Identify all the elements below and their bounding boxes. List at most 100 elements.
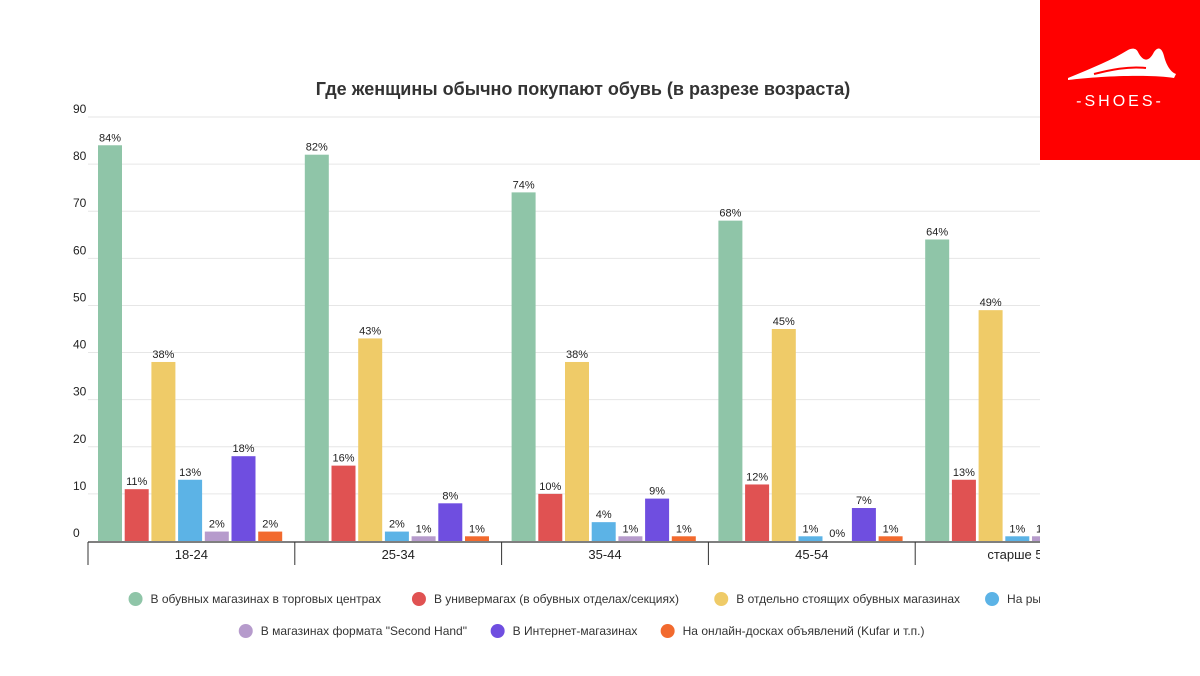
shoes-logo: -SHOES- — [1040, 0, 1200, 160]
x-tick-label: старше 54 — [987, 547, 1040, 562]
bar — [411, 536, 436, 541]
legend-item: В Интернет-магазинах — [490, 624, 638, 638]
bar — [618, 536, 643, 541]
data-label: 1% — [676, 523, 692, 535]
legend-label: В Интернет-магазинах — [513, 624, 638, 638]
bar — [258, 531, 283, 541]
bar — [124, 489, 149, 541]
data-label: 1% — [1009, 523, 1025, 535]
x-tick-label: 35-44 — [588, 547, 621, 562]
data-label: 13% — [953, 467, 975, 479]
data-label: 10% — [539, 481, 561, 493]
bar — [465, 536, 489, 541]
bar — [438, 503, 463, 541]
legend: В обувных магазинах в торговых центрах В … — [128, 592, 1040, 638]
bar — [1032, 536, 1040, 541]
data-label: 16% — [332, 453, 354, 465]
legend-label: На рынке — [1007, 592, 1040, 606]
bar — [718, 220, 743, 541]
gridlines — [88, 116, 1040, 495]
y-tick-label: 0 — [73, 526, 80, 540]
legend-marker — [411, 592, 426, 606]
legend-marker — [714, 592, 729, 606]
legend-label: В универмагах (в обувных отделах/секциях… — [434, 592, 679, 606]
bar — [951, 479, 976, 541]
data-label: 4% — [596, 509, 612, 521]
bar — [645, 498, 670, 541]
bar — [331, 465, 356, 541]
legend-label: В магазинах формата "Second Hand" — [261, 624, 467, 638]
data-label: 0% — [829, 528, 845, 540]
x-tick-label: 25-34 — [382, 547, 415, 562]
shoe-swoosh-icon — [1068, 48, 1176, 80]
data-label: 49% — [980, 297, 1002, 309]
legend-marker — [660, 624, 675, 638]
bar — [798, 536, 823, 541]
data-label: 82% — [306, 142, 328, 154]
data-label: 64% — [926, 226, 948, 238]
bar — [771, 329, 796, 541]
data-label: 1% — [883, 523, 899, 535]
bar — [565, 361, 589, 541]
data-label: 1% — [416, 523, 432, 535]
legend-marker — [985, 592, 1000, 606]
legend-label: В обувных магазинах в торговых центрах — [151, 592, 381, 606]
legend-marker — [128, 592, 143, 606]
logo-text: -SHOES- — [1076, 93, 1164, 110]
legend-item: В универмагах (в обувных отделах/секциях… — [411, 592, 679, 606]
bar — [304, 154, 329, 541]
bars — [98, 145, 1040, 541]
data-label: 18% — [232, 443, 254, 455]
bar — [978, 310, 1003, 541]
y-tick-label: 80 — [73, 149, 87, 163]
bar — [204, 531, 229, 541]
bar — [231, 456, 256, 541]
data-label: 38% — [566, 349, 588, 361]
y-axis-ticks: 0 10 20 30 40 50 60 70 80 90 — [73, 102, 87, 540]
data-label: 45% — [773, 316, 795, 328]
bar — [591, 522, 616, 541]
x-tick-label: 18-24 — [175, 547, 208, 562]
x-tick-label: 45-54 — [795, 547, 828, 562]
x-axis: 18-24 25-34 35-44 45-54 старше 54 — [87, 541, 1040, 565]
data-label: 7% — [856, 495, 872, 507]
y-tick-label: 10 — [73, 479, 87, 493]
bar — [358, 338, 383, 541]
data-label: 1% — [1036, 523, 1040, 535]
bar — [745, 484, 770, 541]
legend-marker — [238, 624, 253, 638]
y-tick-label: 60 — [73, 243, 87, 257]
legend-marker — [490, 624, 505, 638]
data-label: 43% — [359, 325, 381, 337]
y-tick-label: 50 — [73, 290, 87, 304]
bar — [671, 536, 696, 541]
y-tick-label: 40 — [73, 338, 87, 352]
y-tick-label: 90 — [73, 102, 87, 116]
data-label: 74% — [513, 179, 535, 191]
data-label: 84% — [99, 132, 121, 144]
data-label: 68% — [719, 208, 741, 220]
bar — [98, 145, 122, 541]
data-label: 1% — [803, 523, 819, 535]
data-label: 13% — [179, 467, 201, 479]
data-label: 11% — [126, 476, 147, 488]
bar — [1005, 536, 1030, 541]
bar — [925, 239, 950, 541]
legend-item: В отдельно стоящих обувных магазинах — [714, 592, 960, 606]
bar — [178, 479, 203, 541]
bar — [151, 361, 176, 541]
data-labels: 84% 82% 74% 68% 64% 11% 16% 10% 12% 13% 38% 43% 38% 4… — [99, 132, 1040, 540]
bar — [511, 192, 536, 541]
legend-item: В обувных магазинах в торговых центрах — [128, 592, 381, 606]
legend-item: На рынке — [985, 592, 1040, 606]
data-label: 2% — [209, 519, 225, 531]
data-label: 2% — [262, 519, 278, 531]
legend-label: На онлайн-досках объявлений (Kufar и т.п… — [683, 624, 925, 638]
bar-chart: Где женщины обычно покупают обувь (в раз… — [73, 79, 1040, 638]
data-label: 1% — [622, 523, 638, 535]
y-tick-label: 70 — [73, 196, 87, 210]
bar — [384, 531, 409, 541]
data-label: 9% — [649, 486, 665, 498]
bar — [538, 493, 563, 541]
bar — [878, 536, 903, 541]
